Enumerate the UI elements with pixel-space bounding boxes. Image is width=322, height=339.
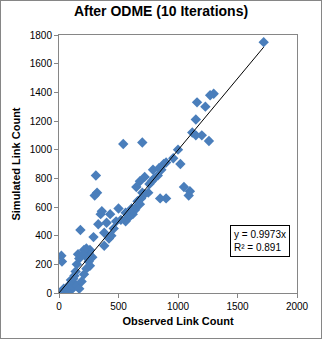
svg-text:0: 0 <box>46 288 52 299</box>
svg-text:1200: 1200 <box>30 116 53 127</box>
svg-text:1000: 1000 <box>167 301 190 312</box>
svg-text:1800: 1800 <box>30 30 53 41</box>
svg-text:1400: 1400 <box>30 87 53 98</box>
svg-text:Observed Link Count: Observed Link Count <box>122 315 234 327</box>
svg-text:y = 0.9973xR² = 0.891: y = 0.9973xR² = 0.891 <box>234 229 286 253</box>
svg-text:600: 600 <box>35 202 52 213</box>
svg-text:Simulated Link Count: Simulated Link Count <box>10 107 22 220</box>
svg-text:200: 200 <box>35 259 52 270</box>
svg-text:0: 0 <box>56 301 62 312</box>
svg-text:800: 800 <box>35 173 52 184</box>
svg-text:1600: 1600 <box>30 58 53 69</box>
svg-text:400: 400 <box>35 230 52 241</box>
svg-text:500: 500 <box>110 301 127 312</box>
svg-text:1000: 1000 <box>30 144 53 155</box>
svg-text:After ODME (10 Iterations): After ODME (10 Iterations) <box>74 3 248 19</box>
svg-text:1500: 1500 <box>226 301 249 312</box>
svg-text:2000: 2000 <box>286 301 309 312</box>
